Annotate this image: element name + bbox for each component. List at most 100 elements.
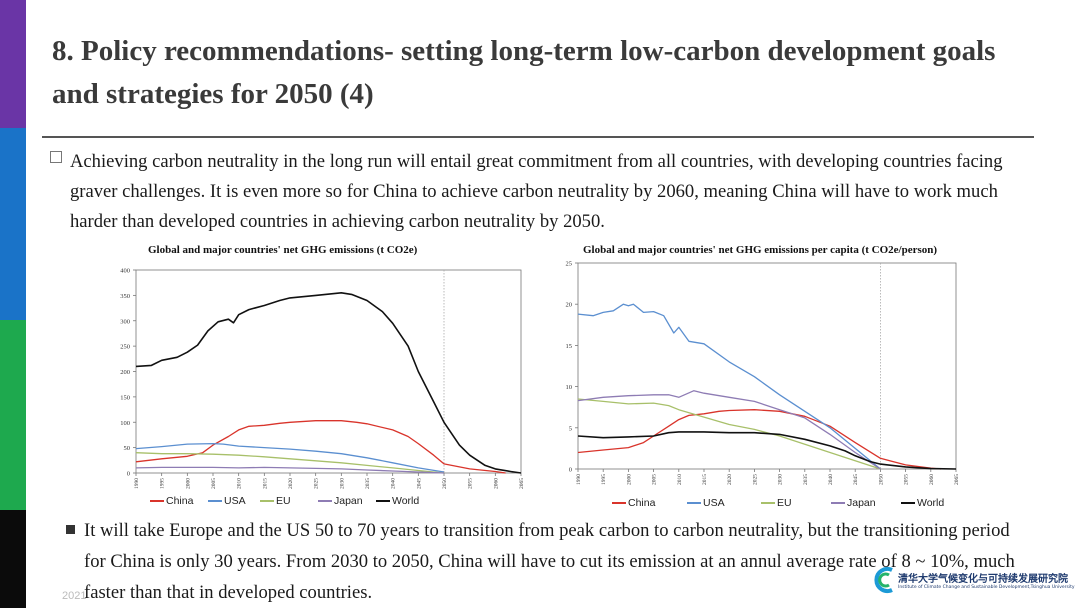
legend-label: China: [628, 497, 656, 509]
plot-frame: [577, 262, 957, 470]
x-tick-label: 2015: [262, 478, 268, 489]
x-tick-label: 2050: [442, 478, 448, 489]
y-tick-label: 10: [566, 384, 573, 391]
y-tick-label: 250: [120, 344, 130, 351]
legend-swatch: [901, 502, 915, 504]
series-line-china: [577, 409, 941, 470]
legend-swatch: [831, 502, 845, 504]
x-tick-label: 2020: [288, 478, 294, 489]
x-tick-label: 2025: [752, 474, 758, 485]
x-tick-label: 2045: [416, 478, 422, 489]
series-line-usa: [135, 442, 445, 473]
legend-swatch: [318, 500, 332, 502]
x-tick-label: 2005: [652, 474, 658, 485]
x-tick-label: 2050: [878, 474, 884, 485]
legend-item-eu: EU: [761, 497, 831, 509]
footer-date: 2021: [62, 590, 87, 602]
legend-label: World: [392, 495, 420, 507]
legend-item-china: China: [612, 497, 687, 509]
y-tick-label: 350: [120, 293, 130, 300]
legend-item-china: China: [150, 495, 208, 507]
x-tick-label: 2000: [185, 478, 191, 489]
x-tick-label: 2030: [778, 474, 784, 485]
accent-bar-black: [0, 510, 26, 608]
paragraph-2: It will take Europe and the US 50 to 70 …: [84, 520, 1015, 603]
series-line-world: [135, 291, 522, 474]
legend-swatch: [612, 502, 626, 504]
legend-swatch: [150, 500, 164, 502]
series-line-world: [577, 431, 957, 470]
y-tick-label: 100: [120, 420, 130, 427]
x-tick-label: 1990: [576, 474, 582, 485]
plot-frame: [135, 269, 522, 474]
legend-label: USA: [703, 497, 725, 509]
legend-item-world: World: [901, 497, 971, 509]
legend-item-usa: USA: [208, 495, 260, 507]
accent-bar-green: [0, 320, 26, 510]
title-divider: [42, 136, 1034, 138]
x-tick-label: 2040: [828, 474, 834, 485]
x-tick-label: 2025: [314, 478, 320, 489]
logo-text-cn: 清华大学气候变化与可持续发展研究院: [898, 574, 1068, 585]
y-tick-label: 25: [566, 261, 573, 268]
legend-item-world: World: [376, 495, 436, 507]
series-line-usa: [577, 303, 881, 470]
x-tick-label: 2065: [519, 478, 525, 489]
paragraph-1: Achieving carbon neutrality in the long …: [70, 151, 1003, 232]
x-tick-label: 2040: [391, 478, 397, 489]
slide-title: 8. Policy recommendations- setting long-…: [52, 35, 996, 110]
institute-logo-icon: [874, 567, 893, 593]
filled-square-bullet-icon: [66, 525, 75, 534]
y-tick-label: 5: [569, 425, 572, 432]
x-tick-label: 2030: [339, 478, 345, 489]
series-line-japan: [135, 466, 445, 474]
x-tick-label: 2010: [677, 474, 683, 485]
x-tick-label: 2055: [904, 474, 910, 485]
legend-item-usa: USA: [687, 497, 761, 509]
legend-label: Japan: [334, 495, 363, 507]
y-tick-label: 0: [569, 467, 572, 474]
chart-2-title: Global and major countries' net GHG emis…: [583, 244, 938, 256]
x-tick-label: 2035: [365, 478, 371, 489]
y-tick-label: 50: [124, 445, 131, 452]
chart-1: 0 50 100 150 200 250 300 350 400 1990 1995 2000 2005…: [120, 268, 525, 490]
series-line-eu: [135, 452, 445, 474]
x-tick-label: 1990: [134, 478, 140, 489]
x-tick-label: 2015: [702, 474, 708, 485]
series-line-eu: [577, 398, 881, 470]
x-tick-label: 2055: [468, 478, 474, 489]
series-line-china: [135, 420, 506, 474]
chart-1-legend: China USA EU Japan World: [150, 495, 436, 507]
legend-label: EU: [777, 497, 792, 509]
x-tick-label: 2060: [929, 474, 935, 485]
y-tick-label: 20: [566, 302, 573, 309]
legend-label: China: [166, 495, 194, 507]
x-tick-label: 2035: [803, 474, 809, 485]
logo-text-en: Institute of Climate Change and Sustaina…: [898, 585, 1075, 590]
legend-label: World: [917, 497, 945, 509]
accent-bar-blue: [0, 128, 26, 320]
chart-2-legend: China USA EU Japan World: [612, 497, 971, 509]
legend-label: Japan: [847, 497, 876, 509]
y-tick-label: 150: [120, 394, 130, 401]
institute-logo: 清华大学气候变化与可持续发展研究院 Institute of Climate C…: [870, 562, 1075, 598]
series-line-japan: [577, 390, 881, 470]
x-tick-label: 2005: [211, 478, 217, 489]
y-tick-label: 200: [120, 369, 130, 376]
legend-item-eu: EU: [260, 495, 318, 507]
legend-swatch: [687, 502, 701, 504]
x-tick-label: 2045: [853, 474, 859, 485]
x-tick-label: 2000: [626, 474, 632, 485]
x-tick-label: 1995: [160, 478, 166, 489]
x-tick-label: 2065: [954, 474, 960, 485]
accent-bar-purple: [0, 0, 26, 128]
y-tick-label: 0: [127, 471, 130, 478]
y-tick-label: 300: [120, 318, 130, 325]
x-tick-label: 1995: [601, 474, 607, 485]
legend-label: USA: [224, 495, 246, 507]
x-tick-label: 2010: [237, 478, 243, 489]
legend-swatch: [376, 500, 390, 502]
legend-item-japan: Japan: [831, 497, 901, 509]
legend-swatch: [260, 500, 274, 502]
x-tick-label: 2060: [493, 478, 499, 489]
